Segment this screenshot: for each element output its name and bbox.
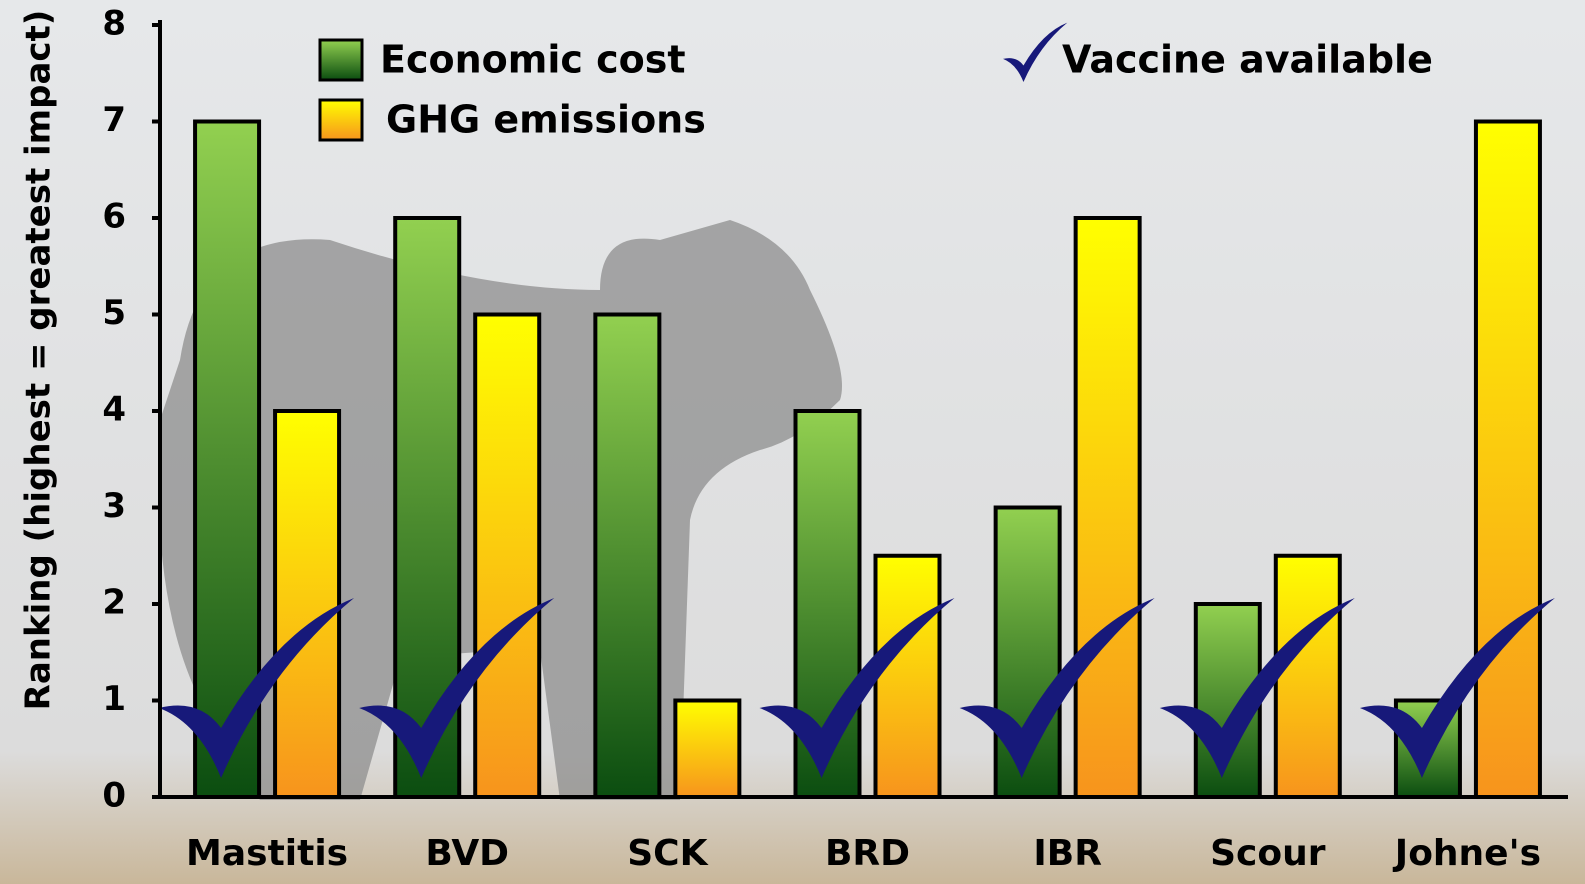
bar	[673, 698, 742, 799]
y-tick-label: 3	[102, 486, 126, 526]
vaccine-check	[1159, 598, 1355, 778]
legend-swatch	[318, 98, 364, 142]
y-tick-label: 6	[102, 197, 126, 237]
bar	[1273, 553, 1342, 799]
y-tick-label: 2	[102, 583, 126, 623]
x-tick-label: Mastitis	[186, 833, 348, 874]
x-tick-label: IBR	[1033, 833, 1102, 874]
bar	[473, 312, 542, 799]
bar	[593, 312, 662, 799]
legend-label: GHG emissions	[386, 98, 706, 142]
y-axis-label: Ranking (highest = greatest impact)	[19, 10, 59, 711]
vaccine-check	[959, 598, 1155, 778]
legend-check	[1003, 22, 1068, 83]
legend-label: Economic cost	[380, 38, 686, 82]
y-tick-label: 7	[102, 100, 126, 140]
y-tick-label: 0	[102, 776, 126, 816]
vaccine-check	[1359, 598, 1555, 778]
vaccine-check	[359, 598, 555, 778]
vaccine-check	[159, 598, 355, 778]
bar	[1473, 119, 1542, 799]
vaccine-check	[759, 598, 955, 778]
x-tick-label: BRD	[825, 833, 910, 874]
x-tick-label: SCK	[627, 833, 708, 874]
bar	[873, 553, 942, 799]
x-tick-label: Scour	[1210, 833, 1326, 874]
bar	[273, 409, 342, 799]
y-tick-label: 4	[102, 390, 126, 430]
x-tick-label: Johne's	[1392, 833, 1541, 874]
bar	[1073, 216, 1142, 799]
y-tick-label: 8	[102, 4, 126, 44]
y-tick-label: 1	[102, 679, 126, 719]
legend-swatch	[318, 38, 364, 82]
y-tick-label: 5	[102, 293, 126, 333]
bar	[193, 119, 262, 799]
x-tick-label: BVD	[425, 833, 509, 874]
legend-label: Vaccine available	[1062, 38, 1433, 82]
